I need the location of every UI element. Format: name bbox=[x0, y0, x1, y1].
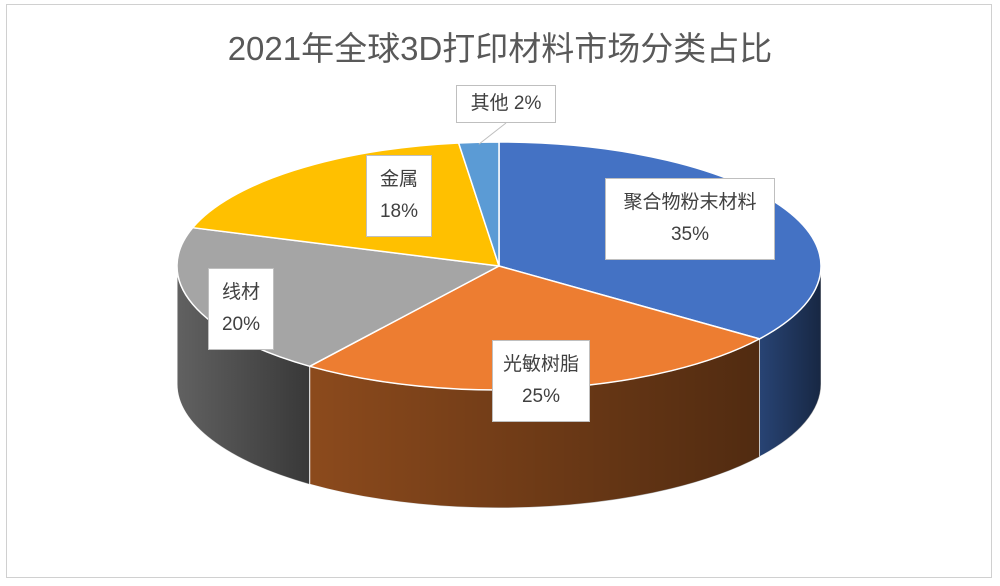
slice-label-name: 其他 bbox=[470, 93, 514, 114]
slice-label-metal: 金属 18% bbox=[366, 155, 432, 237]
slice-label-name: 金属 bbox=[379, 169, 418, 190]
label-leaders bbox=[478, 122, 507, 145]
slice-label-polymer-powder: 聚合物粉末材料 35% bbox=[605, 178, 775, 260]
pie-slice-4-top bbox=[457, 141, 500, 267]
slice-label-value: 20% bbox=[221, 314, 261, 335]
slice-label-value: 18% bbox=[379, 201, 419, 222]
slice-label-filament: 线材 20% bbox=[208, 268, 274, 350]
slice-label-value: 25% bbox=[521, 386, 561, 407]
slice-label-value: 35% bbox=[670, 224, 710, 245]
slice-label-photosensitive-resin: 光敏树脂 25% bbox=[492, 340, 590, 422]
pie-slice-0-side-shade bbox=[759, 266, 821, 457]
slice-label-other: 其他 2% bbox=[456, 85, 556, 123]
slice-label-name: 线材 bbox=[221, 282, 260, 303]
leader-line-other bbox=[478, 122, 507, 145]
pie-sides bbox=[176, 265, 822, 509]
slice-label-name: 聚合物粉末材料 bbox=[623, 192, 757, 213]
slice-label-name: 光敏树脂 bbox=[502, 354, 579, 375]
slice-label-value: 2% bbox=[513, 93, 542, 114]
chart-title: 2021年全球3D打印材料市场分类占比 bbox=[227, 30, 773, 67]
pie-slice-2-side-shade bbox=[177, 266, 310, 485]
pie-slice-1-side-shade bbox=[309, 338, 760, 508]
